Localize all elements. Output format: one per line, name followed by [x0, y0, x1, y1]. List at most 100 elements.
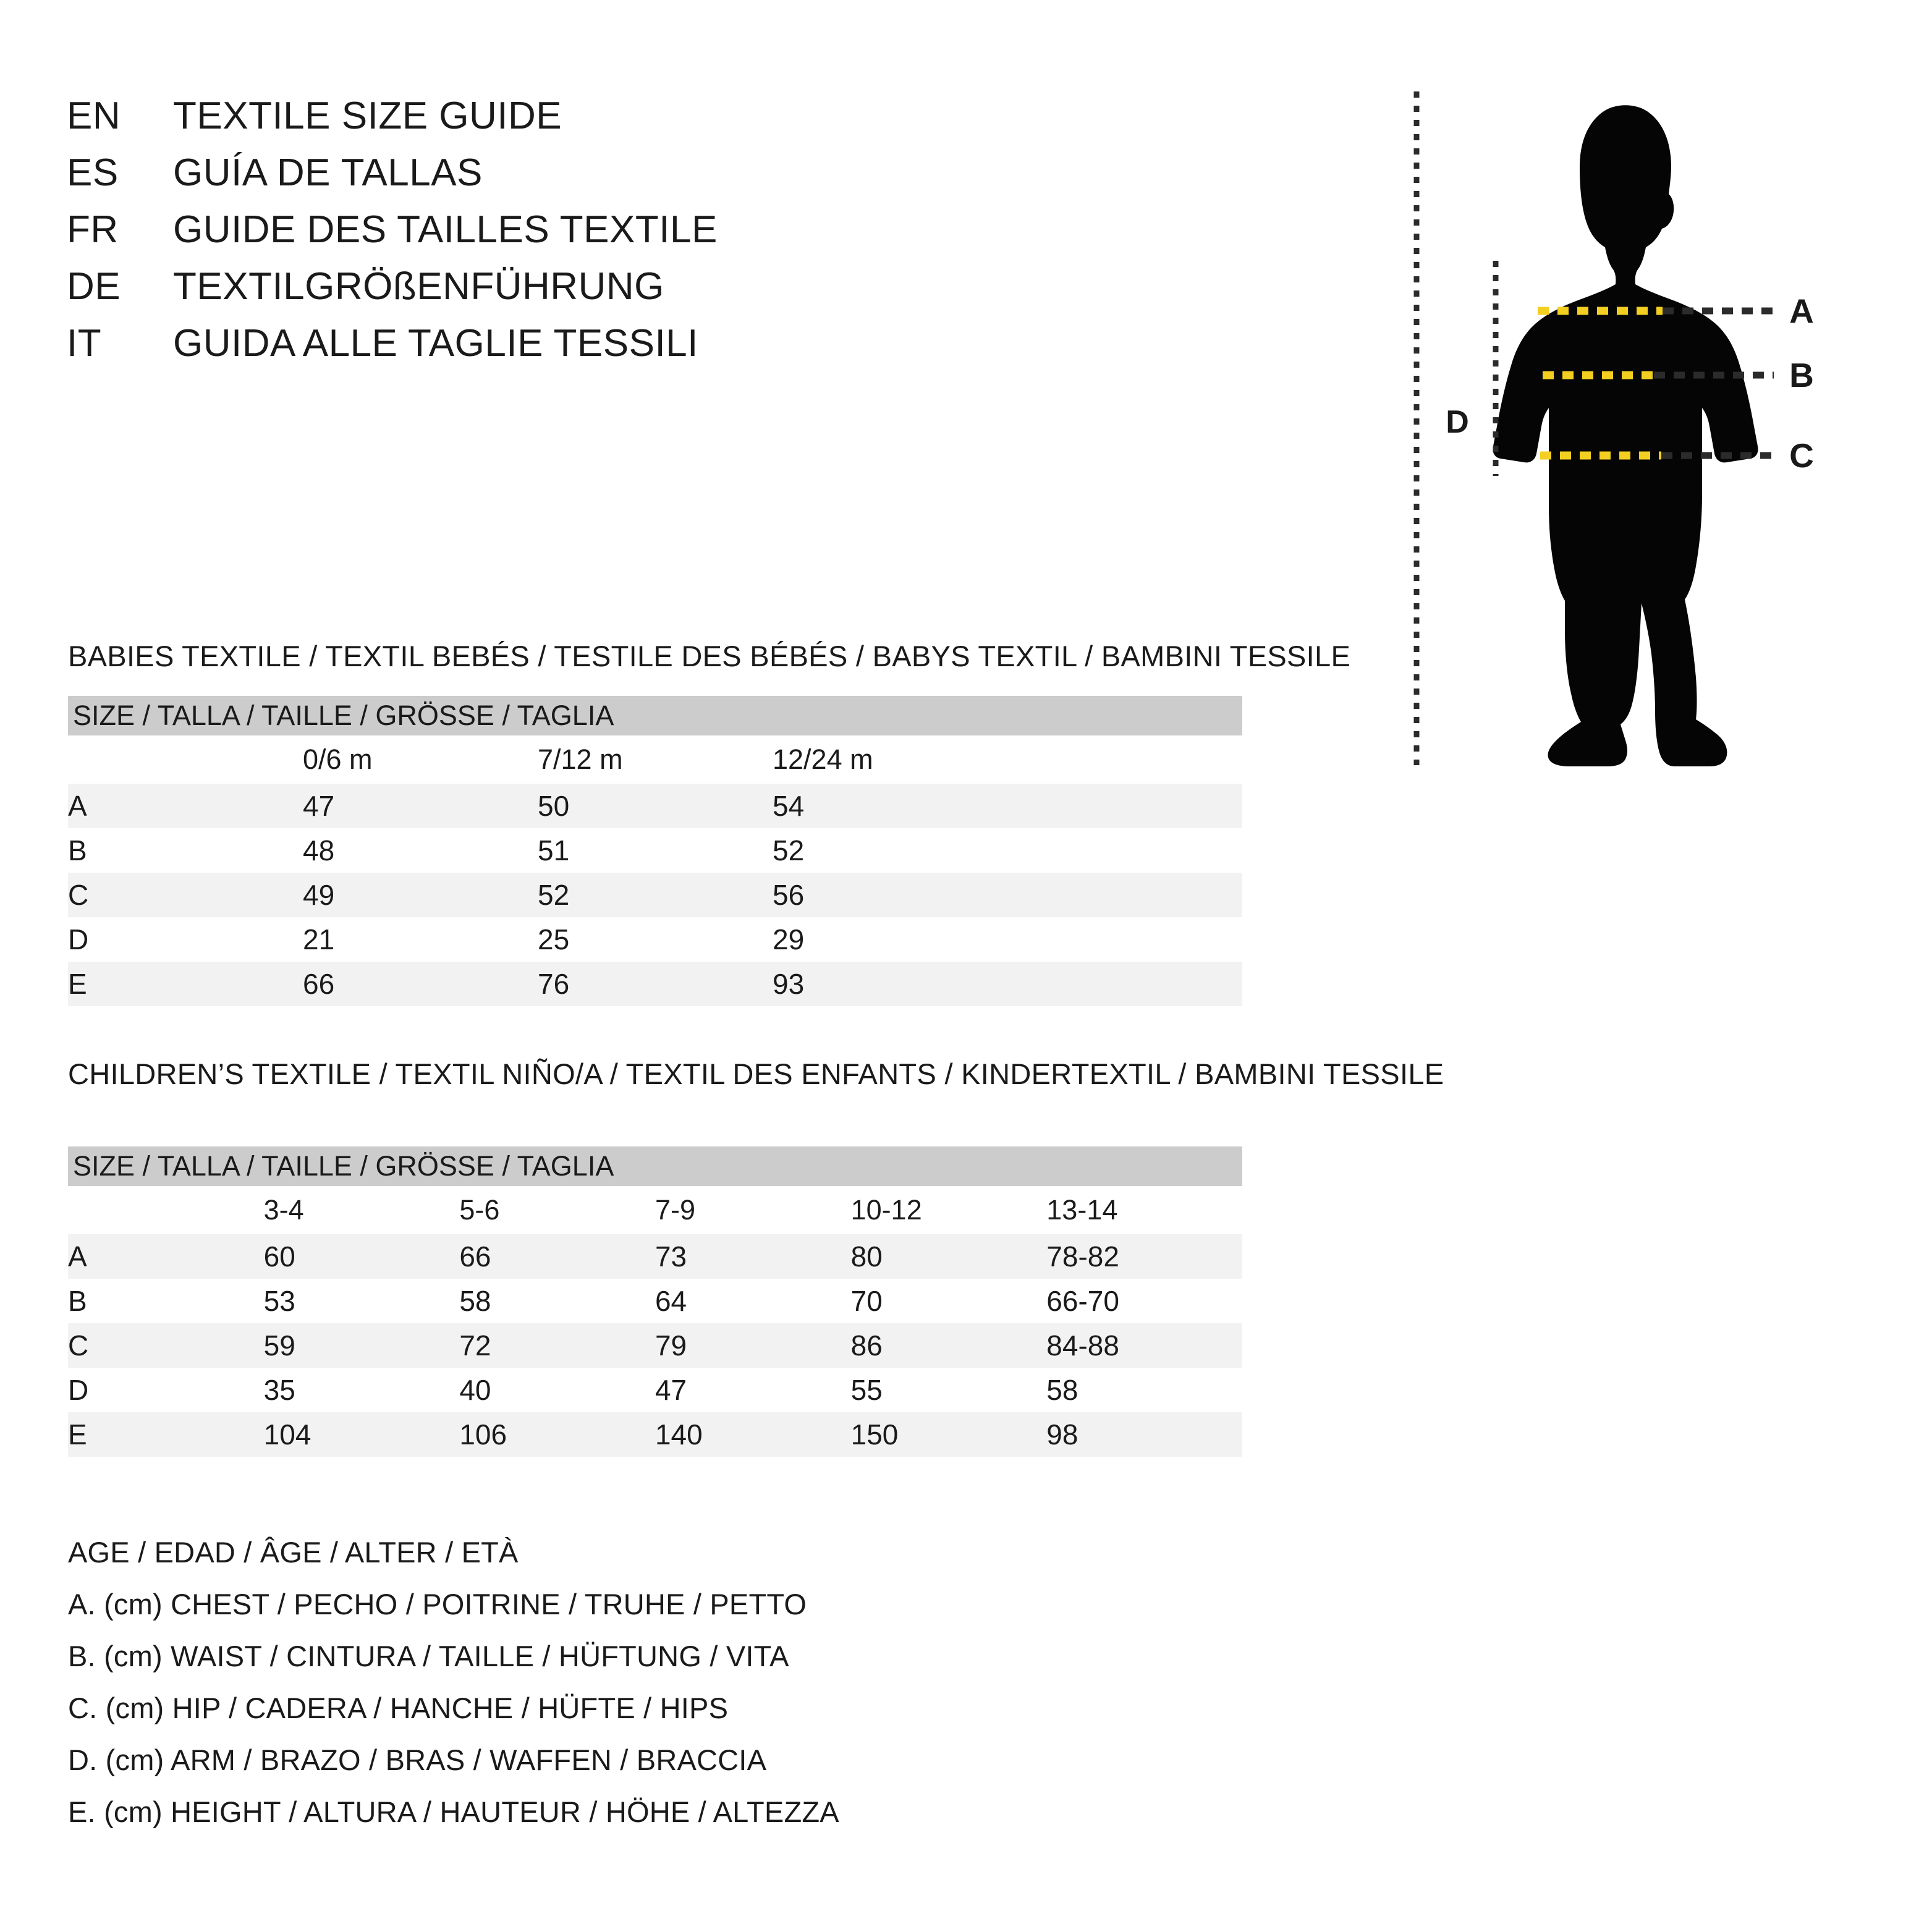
- language-title-it: GUIDA ALLE TAGLIE TESSILI: [173, 322, 698, 365]
- babies-cell-d-1: 25: [538, 917, 773, 962]
- babies-row-label-b: B: [68, 828, 303, 873]
- children-row-label-c: C: [68, 1323, 264, 1368]
- babies-cell-a-0: 47: [303, 784, 538, 828]
- children-cell-c-2: 79: [655, 1323, 851, 1368]
- babies-cell-c-2: 56: [773, 873, 1007, 917]
- children-cell-e-2: 140: [655, 1412, 851, 1457]
- language-title-en: TEXTILE SIZE GUIDE: [173, 95, 562, 137]
- babies-column-0: 0/6 m: [303, 735, 538, 784]
- legend-item-e: E. (cm) HEIGHT / ALTURA / HAUTEUR / HÖHE…: [68, 1795, 839, 1828]
- table-row: D 35 40 47 55 58: [68, 1368, 1242, 1412]
- babies-cell-b-0: 48: [303, 828, 538, 873]
- babies-row-label-e: E: [68, 962, 303, 1006]
- babies-cell-a-2: 54: [773, 784, 1007, 828]
- measurement-legend: AGE / EDAD / ÂGE / ALTER / ETÀ A. (cm) C…: [68, 1527, 839, 1838]
- language-title-de: TEXTILGRÖßENFÜHRUNG: [173, 265, 664, 308]
- table-row: C 59 72 79 86 84-88: [68, 1323, 1242, 1368]
- babies-cell-c-filler: [1007, 873, 1242, 917]
- babies-size-header-label: SIZE / TALLA / TAILLE / GRÖSSE / TAGLIA: [68, 696, 1242, 735]
- children-cell-a-4: 78-82: [1046, 1234, 1242, 1279]
- babies-cell-e-1: 76: [538, 962, 773, 1006]
- children-column-3: 10-12: [850, 1186, 1047, 1234]
- table-row: E 66 76 93: [68, 962, 1242, 1006]
- babies-row-label-d: D: [68, 917, 303, 962]
- children-cell-c-4: 84-88: [1046, 1323, 1242, 1368]
- language-code-en: EN: [67, 95, 121, 137]
- children-column-1: 5-6: [459, 1186, 655, 1234]
- children-cell-a-0: 60: [263, 1234, 460, 1279]
- measurement-figure-diagram: E D A B C: [1403, 74, 1897, 773]
- babies-cell-d-filler: [1007, 917, 1242, 962]
- children-size-table: SIZE / TALLA / TAILLE / GRÖSSE / TAGLIA …: [68, 1146, 1242, 1457]
- babies-cell-c-1: 52: [538, 873, 773, 917]
- children-cell-d-1: 40: [459, 1368, 655, 1412]
- language-row-fr: FR GUIDE DES TAILLES TEXTILE: [67, 208, 932, 265]
- children-column-2: 7-9: [655, 1186, 851, 1234]
- children-cell-e-4: 98: [1046, 1412, 1242, 1457]
- babies-cell-d-2: 29: [773, 917, 1007, 962]
- babies-cell-b-2: 52: [773, 828, 1007, 873]
- children-corner-cell: [68, 1186, 264, 1234]
- language-row-es: ES GUÍA DE TALLAS: [67, 151, 932, 208]
- children-cell-b-4: 66-70: [1046, 1279, 1242, 1323]
- babies-cell-d-0: 21: [303, 917, 538, 962]
- children-cell-d-0: 35: [263, 1368, 460, 1412]
- marker-label-a: A: [1789, 292, 1814, 330]
- children-cell-a-3: 80: [850, 1234, 1047, 1279]
- children-cell-d-4: 58: [1046, 1368, 1242, 1412]
- legend-item-d: D. (cm) ARM / BRAZO / BRAS / WAFFEN / BR…: [68, 1743, 767, 1776]
- children-column-4: 13-14: [1046, 1186, 1242, 1234]
- children-cell-e-1: 106: [459, 1412, 655, 1457]
- children-row-label-a: A: [68, 1234, 264, 1279]
- table-row: B 48 51 52: [68, 828, 1242, 873]
- marker-label-b: B: [1789, 356, 1814, 394]
- table-row: D 21 25 29: [68, 917, 1242, 962]
- language-row-it: IT GUIDA ALLE TAGLIE TESSILI: [67, 321, 932, 378]
- language-row-de: DE TEXTILGRÖßENFÜHRUNG: [67, 265, 932, 321]
- babies-cell-b-1: 51: [538, 828, 773, 873]
- table-row: E 104 106 140 150 98: [68, 1412, 1242, 1457]
- legend-age-heading: AGE / EDAD / ÂGE / ALTER / ETÀ: [68, 1536, 519, 1569]
- children-cell-e-3: 150: [850, 1412, 1047, 1457]
- children-column-header-row: 3-4 5-6 7-9 10-12 13-14: [68, 1186, 1242, 1234]
- marker-label-d: D: [1446, 404, 1469, 440]
- table-row: C 49 52 56: [68, 873, 1242, 917]
- babies-row-label-a: A: [68, 784, 303, 828]
- language-title-fr: GUIDE DES TAILLES TEXTILE: [173, 208, 718, 251]
- legend-item-a: A. (cm) CHEST / PECHO / POITRINE / TRUHE…: [68, 1588, 807, 1621]
- babies-cell-a-1: 50: [538, 784, 773, 828]
- children-row-label-b: B: [68, 1279, 264, 1323]
- table-row: A 47 50 54: [68, 784, 1242, 828]
- language-code-es: ES: [67, 151, 119, 194]
- babies-column-1: 7/12 m: [538, 735, 773, 784]
- children-cell-d-2: 47: [655, 1368, 851, 1412]
- child-silhouette-icon: [1493, 105, 1758, 766]
- children-cell-a-1: 66: [459, 1234, 655, 1279]
- children-cell-b-0: 53: [263, 1279, 460, 1323]
- language-title-block: EN TEXTILE SIZE GUIDE ES GUÍA DE TALLAS …: [67, 94, 932, 378]
- children-cell-b-1: 58: [459, 1279, 655, 1323]
- children-cell-d-3: 55: [850, 1368, 1047, 1412]
- children-row-label-d: D: [68, 1368, 264, 1412]
- babies-column-2: 12/24 m: [773, 735, 1007, 784]
- babies-section-title: BABIES TEXTILE / TEXTIL BEBÉS / TESTILE …: [68, 640, 1351, 672]
- children-cell-c-0: 59: [263, 1323, 460, 1368]
- babies-size-header-row: SIZE / TALLA / TAILLE / GRÖSSE / TAGLIA: [68, 696, 1242, 735]
- legend-item-b: B. (cm) WAIST / CINTURA / TAILLE / HÜFTU…: [68, 1640, 789, 1672]
- children-cell-b-2: 64: [655, 1279, 851, 1323]
- babies-column-filler: [1007, 735, 1242, 784]
- children-cell-b-3: 70: [850, 1279, 1047, 1323]
- children-size-header-label: SIZE / TALLA / TAILLE / GRÖSSE / TAGLIA: [68, 1146, 1242, 1186]
- children-row-label-e: E: [68, 1412, 264, 1457]
- babies-column-header-row: 0/6 m 7/12 m 12/24 m: [68, 735, 1242, 784]
- babies-cell-e-0: 66: [303, 962, 538, 1006]
- babies-cell-a-filler: [1007, 784, 1242, 828]
- marker-label-c: C: [1789, 436, 1814, 475]
- babies-row-label-c: C: [68, 873, 303, 917]
- children-size-header-row: SIZE / TALLA / TAILLE / GRÖSSE / TAGLIA: [68, 1146, 1242, 1186]
- table-row: A 60 66 73 80 78-82: [68, 1234, 1242, 1279]
- language-title-es: GUÍA DE TALLAS: [173, 151, 483, 194]
- children-cell-a-2: 73: [655, 1234, 851, 1279]
- children-cell-c-3: 86: [850, 1323, 1047, 1368]
